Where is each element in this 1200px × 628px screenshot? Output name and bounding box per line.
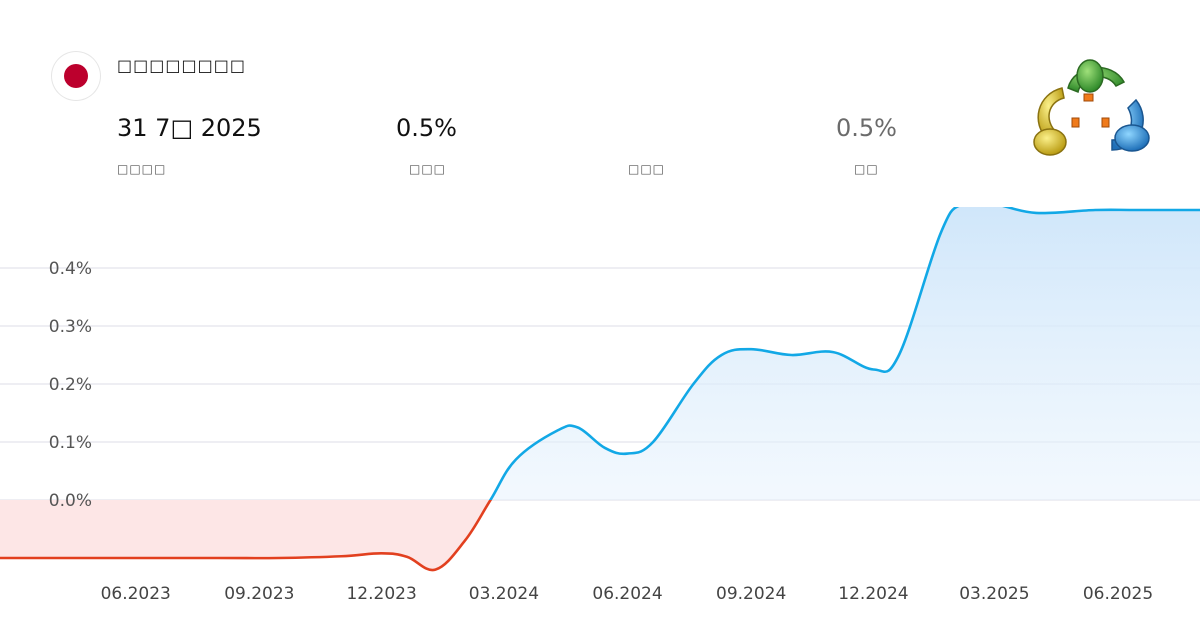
y-tick-label: 0.0%: [49, 491, 92, 511]
y-tick-label: 0.3%: [49, 317, 92, 337]
negative-area: [0, 500, 1200, 571]
x-tick-label: 09.2024: [716, 584, 786, 604]
x-axis-ticks: 06.2023 09.2023 12.2023 03.2024 06.2024 09.20…: [101, 584, 1154, 604]
x-tick-label: 09.2023: [224, 584, 294, 604]
metatrader-logo-icon: [1033, 59, 1150, 156]
series-line-negative: [0, 500, 492, 572]
y-tick-label: 0.4%: [49, 259, 92, 279]
metric-forecast-label: □□□: [628, 162, 666, 176]
y-axis-ticks: 0.4% 0.3% 0.2% 0.1% 0.0%: [49, 259, 92, 511]
x-tick-label: 12.2024: [838, 584, 908, 604]
x-tick-label: 06.2023: [101, 584, 171, 604]
indicator-title: □□□□□□□□: [117, 56, 246, 75]
x-tick-label: 03.2024: [469, 584, 539, 604]
series-lines: [0, 207, 1200, 572]
x-tick-label: 12.2023: [346, 584, 416, 604]
area-fills: [0, 207, 1200, 571]
x-tick-label: 06.2025: [1083, 584, 1153, 604]
x-tick-label: 03.2025: [959, 584, 1029, 604]
metric-date-label: □□□□: [117, 162, 167, 176]
y-tick-label: 0.2%: [49, 375, 92, 395]
positive-area: [0, 207, 1200, 500]
japan-flag-icon: [52, 52, 100, 100]
metric-actual-label: □□□: [409, 162, 447, 176]
metric-actual-value: 0.5%: [396, 114, 457, 142]
y-tick-label: 0.1%: [49, 433, 92, 453]
flag-disc: [64, 64, 88, 88]
metric-previous-label: □□: [854, 162, 879, 176]
metric-previous-value: 0.5%: [836, 114, 897, 142]
x-tick-label: 06.2024: [592, 584, 662, 604]
metric-date-value: 31 7□ 2025: [117, 114, 262, 142]
series-line-positive: [488, 207, 1200, 500]
